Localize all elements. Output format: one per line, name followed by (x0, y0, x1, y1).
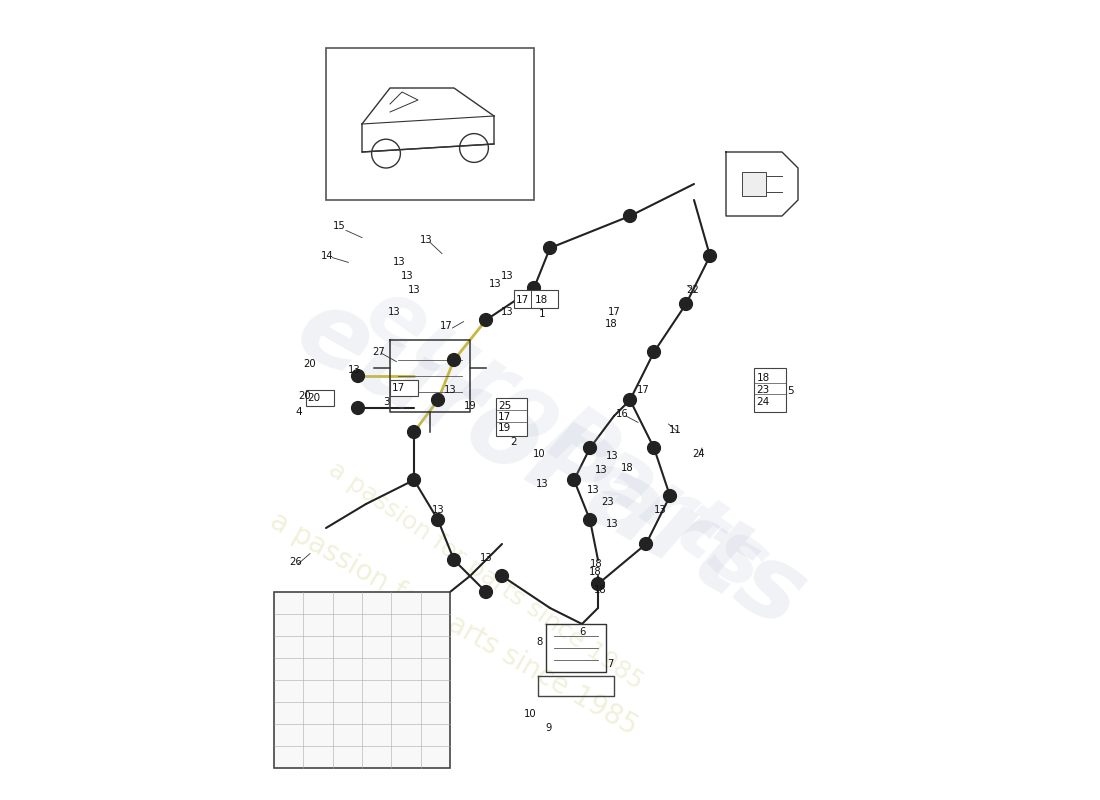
Circle shape (543, 242, 557, 254)
Circle shape (431, 514, 444, 526)
Text: 8: 8 (537, 638, 542, 647)
Text: 19: 19 (498, 423, 512, 433)
Text: 18: 18 (590, 559, 603, 569)
Circle shape (639, 538, 652, 550)
Bar (496, 398, 527, 436)
Text: 1: 1 (539, 310, 546, 319)
Text: 17: 17 (607, 307, 620, 317)
Text: 13: 13 (394, 258, 406, 267)
Bar (514, 290, 558, 308)
Circle shape (352, 370, 364, 382)
Text: 18: 18 (536, 294, 549, 305)
Text: 13: 13 (502, 271, 514, 281)
Text: 3: 3 (383, 398, 389, 407)
Text: a passion for parts since 1985: a passion for parts since 1985 (324, 458, 648, 694)
Bar (754, 368, 786, 412)
Circle shape (408, 474, 420, 486)
Text: 13: 13 (387, 307, 400, 317)
Text: 13: 13 (536, 479, 548, 489)
Text: 13: 13 (420, 235, 432, 245)
Text: 17: 17 (637, 385, 650, 394)
Text: 13: 13 (443, 385, 456, 394)
Bar (274, 592, 450, 768)
Circle shape (624, 210, 637, 222)
Text: 20: 20 (308, 393, 321, 402)
Text: 27: 27 (373, 347, 385, 357)
Circle shape (408, 426, 420, 438)
Bar (306, 390, 334, 406)
Text: 25: 25 (498, 401, 512, 410)
Circle shape (480, 314, 493, 326)
Text: 5: 5 (786, 386, 793, 396)
Circle shape (704, 250, 716, 262)
Circle shape (624, 394, 637, 406)
Circle shape (480, 586, 493, 598)
Circle shape (592, 578, 604, 590)
Text: 19: 19 (463, 401, 476, 410)
Text: 13: 13 (402, 271, 414, 281)
Text: 11: 11 (669, 426, 682, 435)
Circle shape (528, 282, 540, 294)
Bar (326, 48, 534, 200)
Text: 17: 17 (440, 321, 452, 330)
Text: 10: 10 (534, 450, 546, 459)
Text: 13: 13 (480, 553, 493, 562)
Circle shape (648, 346, 660, 358)
Text: 9: 9 (546, 723, 551, 733)
Circle shape (496, 570, 508, 582)
Text: 13: 13 (408, 285, 420, 294)
Text: 24: 24 (693, 450, 705, 459)
Circle shape (352, 402, 364, 414)
Circle shape (431, 394, 444, 406)
Text: 13: 13 (606, 519, 618, 529)
Text: 20: 20 (298, 391, 310, 401)
Circle shape (680, 298, 692, 310)
Circle shape (584, 442, 596, 454)
Text: 18: 18 (605, 319, 618, 329)
Text: 15: 15 (333, 221, 346, 230)
Circle shape (663, 490, 676, 502)
Text: 18: 18 (621, 463, 634, 473)
Text: 13: 13 (595, 465, 607, 474)
Text: 13: 13 (587, 486, 600, 495)
Circle shape (448, 354, 461, 366)
Text: 23: 23 (602, 498, 614, 507)
Text: 18: 18 (588, 567, 601, 577)
Text: 22: 22 (686, 285, 698, 294)
Circle shape (448, 554, 461, 566)
Circle shape (584, 514, 596, 526)
Text: 13: 13 (502, 307, 514, 317)
Text: 16: 16 (616, 409, 628, 418)
Text: 4: 4 (296, 407, 303, 417)
Text: 6: 6 (579, 627, 585, 637)
Text: 13: 13 (654, 505, 667, 514)
Text: 18: 18 (594, 585, 607, 594)
Text: 2: 2 (510, 437, 517, 446)
Text: 23: 23 (757, 385, 770, 394)
Text: 10: 10 (524, 710, 537, 719)
Text: 14: 14 (321, 251, 334, 261)
Text: 20: 20 (304, 359, 317, 369)
Text: 17: 17 (516, 294, 529, 305)
Bar (390, 380, 418, 396)
Text: 13: 13 (431, 505, 444, 514)
Text: 13: 13 (348, 366, 361, 375)
Text: 18: 18 (757, 373, 770, 382)
Text: 17: 17 (498, 412, 512, 422)
Text: 13: 13 (606, 451, 618, 461)
Bar (742, 172, 766, 196)
Text: euroParts: euroParts (349, 270, 783, 610)
Text: 7: 7 (607, 659, 613, 669)
Text: 24: 24 (757, 397, 770, 406)
Text: 13: 13 (490, 279, 502, 289)
Text: 26: 26 (289, 557, 302, 566)
Text: 17: 17 (392, 383, 405, 393)
Text: a passion for parts since 1985: a passion for parts since 1985 (265, 507, 642, 741)
Circle shape (568, 474, 581, 486)
Circle shape (648, 442, 660, 454)
Text: euroParts: euroParts (277, 278, 823, 650)
